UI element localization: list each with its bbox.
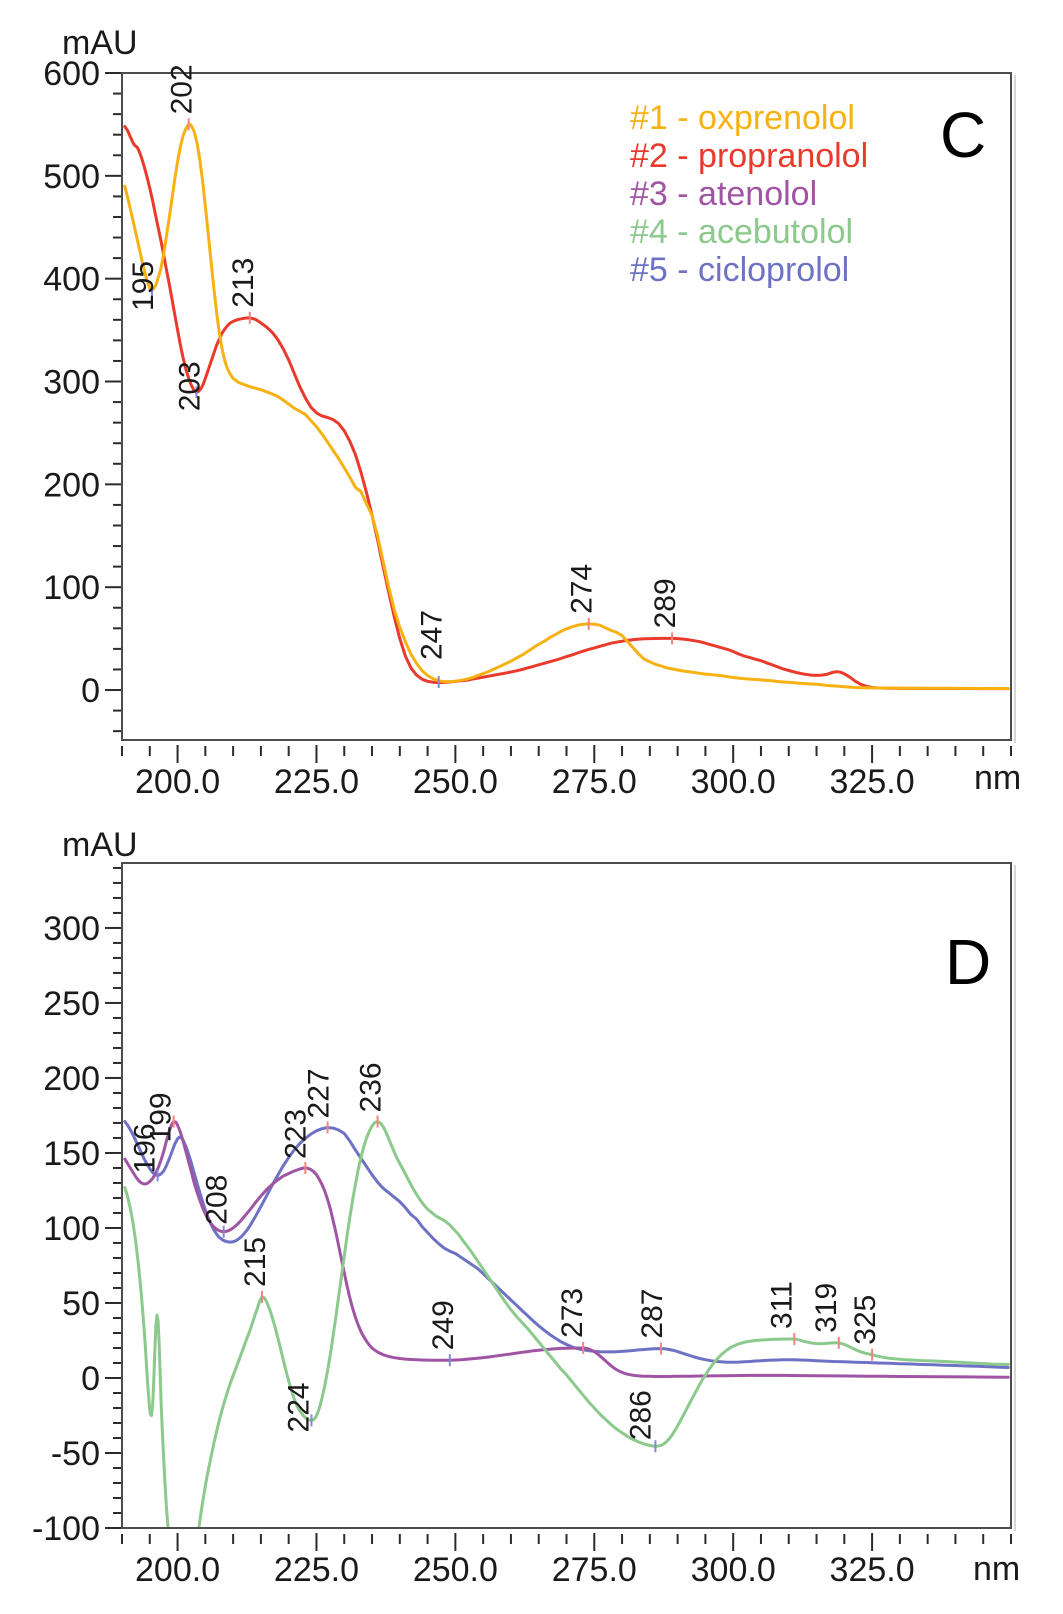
y-tick-label: 0 [81,672,100,710]
y-tick-label: -100 [32,1510,100,1548]
peak-label-286: 286 [624,1390,657,1440]
chart-panel-D: 200.0 225.0 250.0 275.0 300.0 325.0 -100 -50 0 50… [32,862,1016,1589]
peak-label-325: 325 [849,1295,882,1345]
legend-item-3: #3 - atenolol [630,175,818,213]
y-axis-ticks [105,866,121,1529]
peak-label-247: 247 [416,610,449,660]
x-tick-label: 300.0 [691,1551,776,1589]
legend-item-2: #2 - propranolol [630,137,869,175]
x-tick-label: 225.0 [274,763,359,801]
peak-label-195: 195 [127,261,160,311]
x-tick-label: 225.0 [274,1551,359,1589]
y-tick-label: 400 [43,261,100,299]
panel-label-c: C [940,99,987,171]
y-tick-label: 100 [43,1210,100,1248]
y-tick-label: 100 [43,569,100,607]
chart-panel-C: 200.0 225.0 250.0 275.0 300.0 325.0 0 100 200 300… [43,55,1016,801]
y-axis-title-c: mAU [62,24,138,62]
plot-border [121,72,1012,741]
peak-label-274: 274 [566,564,599,614]
peak-label-202: 202 [166,64,199,114]
y-tick-label: 300 [43,364,100,402]
legend: #1 - oxprenolol #2 - propranolol #3 - aten… [630,99,868,289]
y-tick-label: 600 [43,55,100,93]
peak-label-289: 289 [649,578,682,628]
x-axis-title-d: nm [973,1550,1021,1588]
y-tick-label: 0 [81,1360,100,1398]
y-axis-ticks [105,72,121,733]
x-tick-label: 250.0 [413,763,498,801]
peak-label-273: 273 [556,1288,589,1338]
y-tick-label: 200 [43,1060,100,1098]
peak-label-199: 199 [145,1092,178,1142]
x-tick-label: 200.0 [135,1551,220,1589]
peak-label-203: 203 [173,361,206,411]
series-acebutolol [123,1120,1010,1527]
peak-label-215: 215 [239,1237,272,1287]
peak-label-196: 196 [129,1123,162,1173]
y-tick-label: 250 [43,985,100,1023]
x-axis-ticks [121,1533,1012,1551]
peak-label-311: 311 [765,1281,798,1329]
series-atenolol [123,1120,1010,1379]
peak-label-224: 224 [282,1382,315,1432]
x-tick-label: 325.0 [830,1551,915,1589]
legend-item-5: #5 - cicloprolol [630,251,850,289]
y-tick-label: 500 [43,158,100,196]
plot-border [121,862,1012,1529]
x-tick-label: 300.0 [691,763,776,801]
peak-label-319: 319 [810,1283,843,1333]
series-cicloprolol [123,1120,1010,1369]
y-tick-label: -50 [51,1435,100,1473]
x-tick-label: 275.0 [552,763,637,801]
legend-item-1: #1 - oxprenolol [630,99,855,137]
x-tick-label: 250.0 [413,1551,498,1589]
x-axis-ticks [121,745,1012,763]
peak-label-287: 287 [636,1289,669,1339]
x-tick-label: 200.0 [135,763,220,801]
y-tick-label: 150 [43,1135,100,1173]
peak-label-223: 223 [279,1109,312,1159]
y-tick-label: 200 [43,466,100,504]
y-tick-label: 300 [43,910,100,948]
panel-label-d: D [945,926,992,998]
x-axis-title-c: nm [974,759,1022,797]
peak-label-236: 236 [355,1062,388,1112]
peak-label-208: 208 [201,1175,234,1225]
peak-label-213: 213 [227,258,260,308]
x-tick-label: 325.0 [830,763,915,801]
y-tick-label: 50 [62,1285,100,1323]
series-oxprenolol [123,122,1010,690]
x-tick-label: 275.0 [552,1551,637,1589]
peak-label-227: 227 [303,1068,336,1118]
legend-item-4: #4 - acebutolol [630,213,854,251]
peak-label-249: 249 [427,1300,460,1350]
y-axis-title-d: mAU [62,826,138,864]
